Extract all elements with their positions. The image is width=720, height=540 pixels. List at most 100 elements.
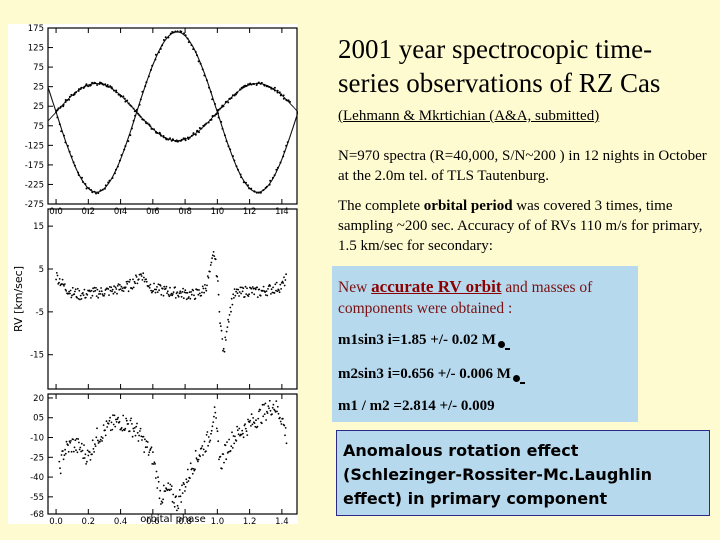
rv-point-primary	[120, 94, 123, 97]
residual-point	[60, 454, 63, 456]
residual-point	[78, 289, 81, 292]
residual-point	[237, 288, 240, 291]
residual-point	[116, 292, 118, 295]
residual-point	[157, 283, 160, 286]
residual-point	[205, 289, 208, 292]
residual-point	[111, 288, 114, 291]
residual-point	[162, 498, 165, 501]
rv-point-secondary	[217, 116, 220, 119]
rv-point-secondary	[81, 176, 83, 179]
residual-point	[122, 290, 125, 292]
residual-point	[176, 504, 179, 507]
residual-point	[137, 440, 140, 442]
residual-point	[139, 430, 141, 432]
rv-point-primary	[57, 107, 60, 110]
residual-point	[111, 428, 114, 431]
residual-point	[271, 406, 274, 409]
residual-point	[58, 460, 61, 463]
residual-point	[68, 290, 70, 293]
residual-point	[130, 417, 132, 420]
rv-point-primary	[149, 125, 152, 128]
residual-point	[200, 447, 203, 450]
rv-point-secondary	[171, 31, 174, 33]
rv-point-secondary	[174, 30, 177, 33]
rv-point-secondary	[201, 68, 204, 71]
residual-point	[94, 445, 97, 447]
anomalous-rotation-text: Anomalous rotation effect (Schlezinger-R…	[343, 441, 653, 508]
y-tick-label: -40	[30, 473, 44, 483]
residual-point	[178, 489, 181, 491]
residual-point	[204, 284, 206, 286]
residual-point	[125, 419, 128, 422]
residual-point	[128, 281, 131, 283]
residual-point	[90, 289, 93, 292]
residual-point	[259, 294, 262, 297]
residual-point	[183, 483, 186, 486]
rv-point-secondary	[233, 159, 236, 162]
residual-point	[81, 449, 84, 452]
residual-point	[99, 440, 101, 443]
rv-point-primary	[165, 138, 168, 141]
residual-point	[112, 423, 115, 426]
rv-point-primary	[70, 93, 73, 96]
residual-point	[209, 264, 212, 266]
rv-point-secondary	[162, 39, 165, 41]
residual-point	[250, 413, 253, 416]
residual-point	[216, 275, 219, 278]
rv-point-primary	[96, 84, 99, 86]
rv-point-primary	[115, 89, 118, 92]
y-tick-label: 75	[33, 122, 44, 132]
residual-point	[95, 436, 98, 439]
rv-point-secondary	[265, 185, 268, 188]
rv-point-primary	[158, 131, 161, 134]
rv-point-primary	[273, 86, 276, 89]
residual-point	[201, 291, 203, 294]
rv-plots-svg: 175 125 75 25 25 75 -125 -175 -225 -275 0.0 0.2 0.4 0…	[12, 24, 298, 524]
residual-point	[217, 280, 219, 282]
residual-point	[133, 427, 136, 429]
rv-point-secondary	[225, 140, 228, 143]
y-tick-label: -10	[30, 434, 44, 444]
residual-point	[91, 453, 93, 456]
residual-point	[83, 444, 85, 446]
residual-point	[74, 439, 77, 442]
residual-point	[256, 286, 258, 289]
residual-point	[85, 463, 87, 465]
residual-point	[262, 289, 264, 292]
x-tick-label: 0.4	[114, 517, 128, 524]
rv-point-primary	[123, 97, 126, 100]
rv-point-secondary	[176, 30, 179, 33]
rv-point-primary	[194, 133, 197, 136]
residual-point	[92, 287, 94, 290]
residual-point	[143, 451, 146, 453]
rv-point-secondary	[242, 181, 245, 184]
residual-point	[245, 293, 248, 295]
residual-point	[285, 442, 288, 445]
orbit-results-box: New accurate RV orbit and masses of comp…	[332, 266, 638, 422]
rv-point-primary	[260, 81, 263, 84]
residual-point	[278, 289, 280, 292]
residual-point	[70, 440, 72, 442]
residual-point	[280, 423, 283, 425]
residual-point	[71, 294, 73, 297]
residual-point	[176, 291, 179, 293]
y-tick-label: -225	[25, 180, 44, 190]
residual-point	[238, 295, 240, 297]
x-tick-label: 1.4	[275, 517, 289, 524]
residual-point	[187, 480, 190, 482]
residual-point	[72, 438, 74, 441]
residual-point	[148, 285, 150, 287]
residual-point	[136, 431, 139, 434]
residual-point	[268, 407, 270, 410]
residual-point	[96, 288, 99, 291]
sun-symbol-icon	[512, 375, 520, 382]
residual-point	[225, 330, 228, 333]
residual-point	[272, 286, 274, 289]
residual-point	[210, 432, 212, 435]
residual-point	[230, 310, 232, 313]
rv-point-primary	[220, 106, 223, 109]
residual-point	[210, 429, 213, 432]
residual-point	[201, 285, 204, 288]
residual-point	[56, 274, 59, 277]
accurate-rv-orbit-link[interactable]: accurate RV orbit	[371, 277, 502, 296]
